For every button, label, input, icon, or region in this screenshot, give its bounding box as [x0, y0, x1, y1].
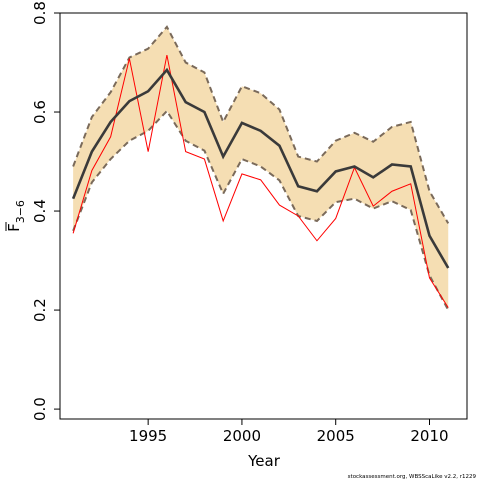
- y-axis-title-subscript: 3−6: [14, 200, 27, 223]
- x-tick-label: 1995: [129, 427, 167, 445]
- y-tick-label: 0.0: [31, 397, 49, 421]
- y-tick-label: 0.4: [31, 199, 49, 223]
- observed-line: [72, 54, 449, 308]
- x-tick-label: 2005: [317, 427, 355, 445]
- y-axis-title-main: F: [5, 223, 23, 232]
- y-tick-label: 0.6: [31, 100, 49, 124]
- y-tick-label: 0.2: [31, 298, 49, 322]
- y-axis-title: F3−6: [5, 200, 27, 232]
- axes: 1995 2000 2005 2010 0.0 0.2 0.4 0.6 0.8: [31, 1, 468, 445]
- lower-bound-line: [72, 109, 450, 311]
- plot-frame: [59, 12, 468, 420]
- svg-text:F3−6: F3−6: [5, 200, 27, 232]
- x-tick-label: 2010: [410, 427, 448, 445]
- confidence-band: [73, 26, 449, 311]
- x-axis-title: Year: [247, 452, 281, 470]
- upper-bound-line: [72, 25, 450, 224]
- x-tick-label: 2000: [223, 427, 261, 445]
- plot-area: [71, 25, 450, 311]
- estimate-line: [71, 67, 450, 269]
- y-tick-label: 0.8: [31, 1, 49, 25]
- credit-text: stockassessment.org, WBSScaLike v2.2, r1…: [348, 474, 477, 480]
